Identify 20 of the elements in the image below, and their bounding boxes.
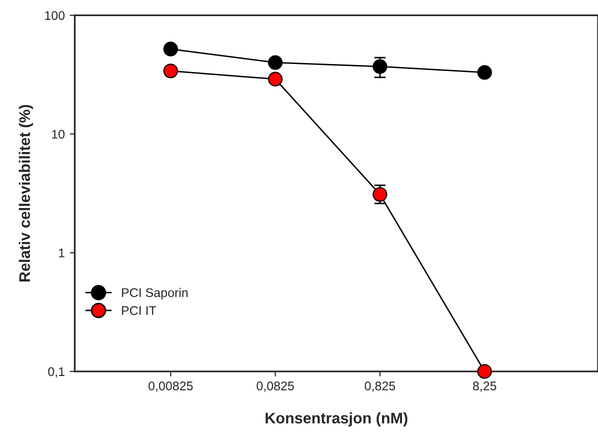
point — [372, 59, 388, 74]
point — [268, 55, 283, 70]
y-tick-label: 1 — [59, 248, 64, 258]
x-tick-label: 0,0825 — [256, 382, 294, 392]
x-axis-title: Konsentrasjon (nM) — [266, 412, 408, 427]
y-axis-title: Relativ celleviabilitet (%) — [18, 104, 34, 282]
x-tick-label: 0,825 — [364, 382, 396, 392]
point — [268, 72, 283, 86]
legend-label: PCI IT — [122, 306, 156, 315]
x-tick-label: 8,25 — [472, 382, 496, 392]
x-tick-label: 0,00825 — [148, 382, 193, 392]
point — [163, 64, 178, 78]
y-tick-label: 0,1 — [48, 367, 64, 378]
point — [372, 187, 388, 202]
y-tick-label: 10 — [52, 130, 65, 139]
point — [477, 364, 492, 379]
legend-label: PCI Saporin — [122, 288, 188, 300]
point — [163, 42, 178, 56]
point — [477, 65, 492, 80]
y-tick-label: 100 — [45, 11, 65, 20]
